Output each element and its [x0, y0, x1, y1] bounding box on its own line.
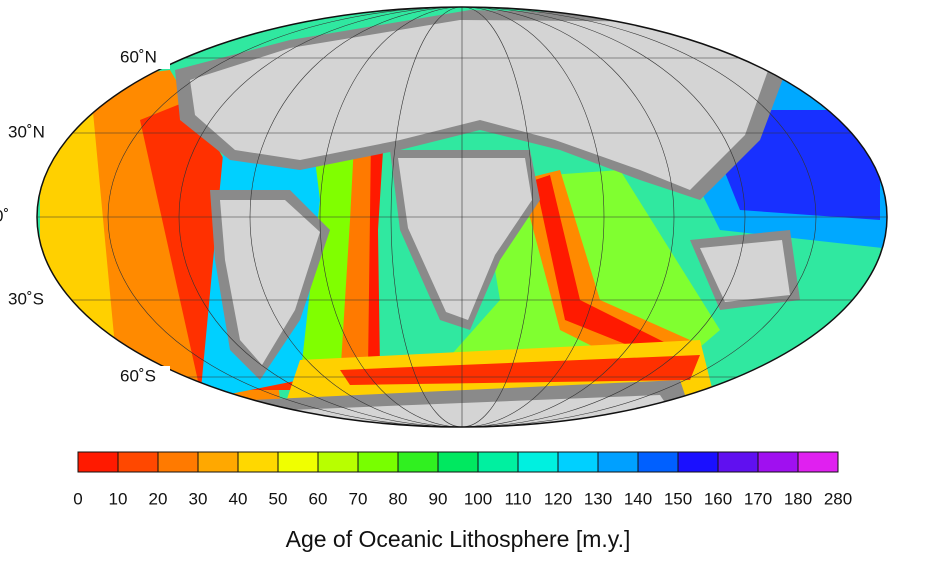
colorbar-tick-label: 130	[584, 489, 612, 508]
colorbar-segment	[358, 452, 398, 472]
colorbar-tick-label: 40	[229, 489, 248, 508]
colorbar-segment	[518, 452, 558, 472]
colorbar-title: Age of Oceanic Lithosphere [m.y.]	[286, 526, 631, 552]
colorbar-tick-label: 100	[464, 489, 492, 508]
colorbar-tick-label: 110	[504, 489, 531, 508]
latitude-label: 30˚N	[8, 122, 45, 141]
label-bg	[118, 366, 170, 388]
colorbar-tick-label: 70	[349, 489, 368, 508]
colorbar-tick-label: 30	[189, 489, 208, 508]
colorbar-tick-label: 170	[744, 489, 772, 508]
colorbar-tick-label: 20	[149, 489, 168, 508]
latitude-label: 0˚	[0, 206, 9, 225]
colorbar-segment	[398, 452, 438, 472]
colorbar-segment	[278, 452, 318, 472]
colorbar-segment	[558, 452, 598, 472]
colorbar-segment	[78, 452, 118, 472]
colorbar-segment	[198, 452, 238, 472]
colorbar-segment	[758, 452, 798, 472]
colorbar-tick-label: 280	[824, 489, 852, 508]
colorbar-segment	[318, 452, 358, 472]
colorbar-segment	[158, 452, 198, 472]
colorbar-tick-label: 60	[309, 489, 328, 508]
colorbar-segment	[238, 452, 278, 472]
colorbar-segment	[798, 452, 838, 472]
colorbar-tick-label: 0	[73, 489, 82, 508]
latitude-label: 30˚S	[8, 289, 44, 308]
colorbar-segment	[678, 452, 718, 472]
latitude-label: 60˚S	[120, 366, 156, 385]
colorbar-tick-label: 120	[544, 489, 572, 508]
colorbar-tick-label: 180	[784, 489, 812, 508]
label-bg	[118, 47, 170, 69]
colorbar-tick-label: 140	[624, 489, 652, 508]
colorbar-tick-label: 80	[389, 489, 408, 508]
colorbar-tick-label: 160	[704, 489, 732, 508]
colorbar-tick-label: 90	[429, 489, 448, 508]
colorbar-tick-label: 10	[109, 489, 128, 508]
colorbar-segment	[478, 452, 518, 472]
colorbar: 0 10 20 30 40 50 60 70 80 90 100 110 120 130 140 150 160…	[73, 451, 852, 508]
colorbar-tick-label: 50	[269, 489, 288, 508]
colorbar-segment	[118, 452, 158, 472]
globe	[37, 7, 887, 427]
colorbar-segment	[638, 452, 678, 472]
latitude-label: 60˚N	[120, 47, 157, 66]
globe-outline	[36, 6, 888, 428]
colorbar-segment	[718, 452, 758, 472]
colorbar-tick-label: 150	[664, 489, 692, 508]
colorbar-segment	[438, 452, 478, 472]
colorbar-segment	[598, 452, 638, 472]
